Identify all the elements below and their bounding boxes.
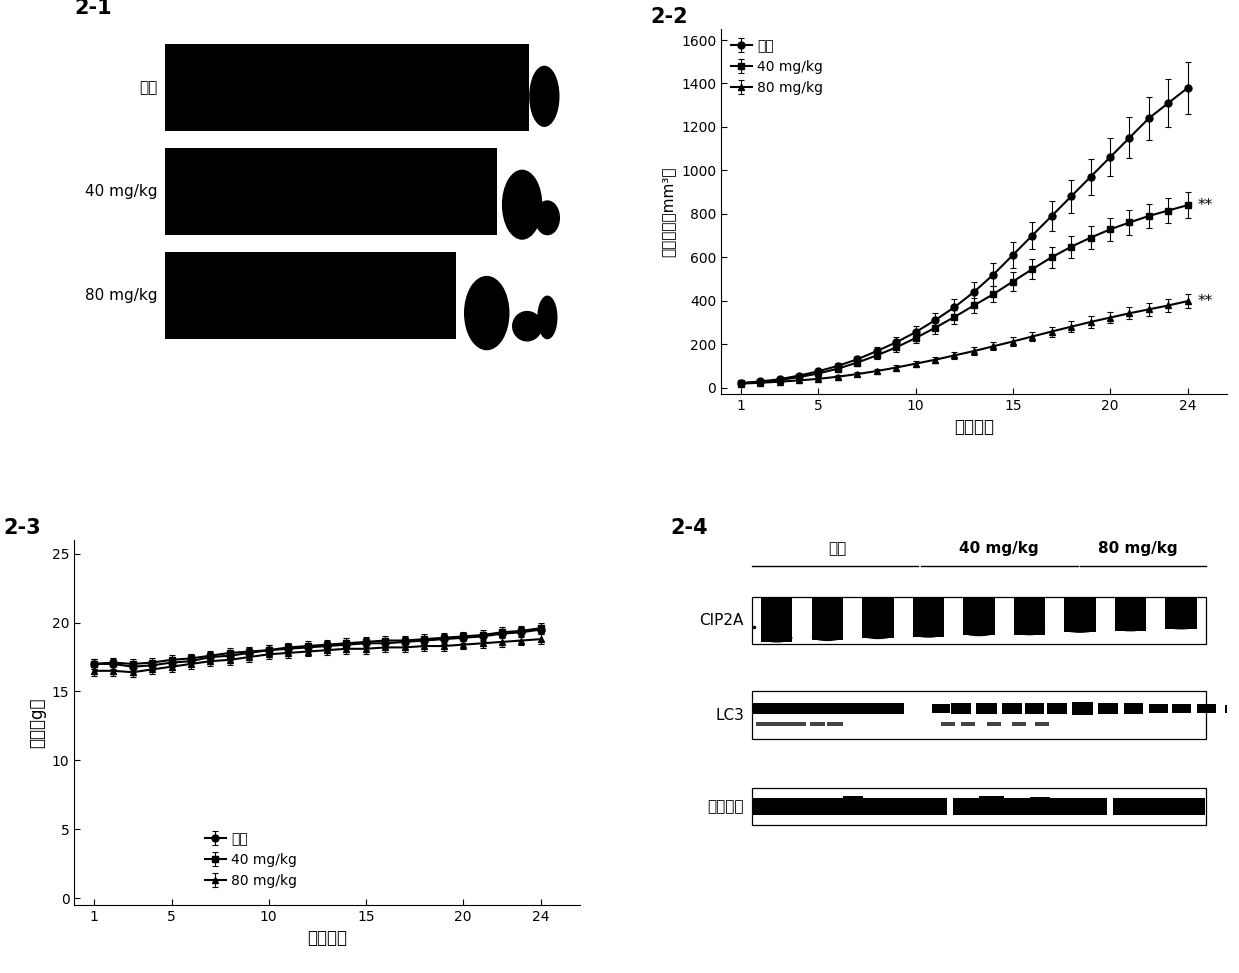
Bar <box>165 148 570 235</box>
Text: 对照: 对照 <box>140 80 157 95</box>
Text: **: ** <box>1197 294 1213 308</box>
Bar <box>1149 703 1168 713</box>
Ellipse shape <box>913 630 944 637</box>
X-axis label: 治疗天数: 治疗天数 <box>307 929 347 948</box>
Bar <box>942 722 955 726</box>
Ellipse shape <box>862 631 893 639</box>
Text: 40 mg/kg: 40 mg/kg <box>85 184 157 199</box>
Bar <box>529 44 570 131</box>
Bar <box>976 703 997 714</box>
Ellipse shape <box>1115 625 1146 631</box>
Bar <box>1106 798 1113 815</box>
Text: 80 mg/kg: 80 mg/kg <box>85 288 157 303</box>
Ellipse shape <box>535 200 560 235</box>
Bar <box>1030 797 1049 799</box>
Bar <box>1001 703 1022 714</box>
Bar <box>1025 703 1044 714</box>
X-axis label: 治疗天数: 治疗天数 <box>954 418 994 437</box>
Text: 对照: 对照 <box>829 541 846 557</box>
Ellipse shape <box>529 66 560 126</box>
Text: 2-3: 2-3 <box>4 518 41 538</box>
Ellipse shape <box>463 276 509 350</box>
Ellipse shape <box>1166 623 1197 630</box>
Bar <box>828 722 843 726</box>
Bar <box>1014 596 1046 634</box>
Bar <box>812 596 843 640</box>
Text: 2-1: 2-1 <box>74 0 112 18</box>
Ellipse shape <box>812 632 843 641</box>
Bar <box>1197 704 1215 713</box>
Bar <box>947 798 953 815</box>
Text: LC3: LC3 <box>715 707 743 723</box>
Legend: 对照, 40 mg/kg, 80 mg/kg: 对照, 40 mg/kg, 80 mg/kg <box>729 36 826 97</box>
Bar <box>752 692 1207 739</box>
Bar <box>165 252 570 340</box>
Bar <box>809 722 825 726</box>
Bar <box>1166 596 1197 629</box>
Bar <box>913 596 944 637</box>
Bar <box>979 796 1005 799</box>
Bar <box>1172 703 1191 713</box>
Bar <box>1047 703 1068 714</box>
Bar <box>1224 704 1234 712</box>
Bar <box>963 596 995 635</box>
Bar <box>752 788 1207 825</box>
Bar <box>752 798 1206 814</box>
Bar <box>961 722 975 726</box>
Bar <box>1115 596 1146 631</box>
Bar <box>862 596 893 638</box>
Text: **: ** <box>1197 198 1213 213</box>
Y-axis label: 体重（g）: 体重（g） <box>28 698 46 747</box>
Bar <box>756 722 807 727</box>
Ellipse shape <box>538 296 558 340</box>
Bar <box>986 722 1001 726</box>
Bar <box>1064 596 1095 632</box>
Ellipse shape <box>1014 628 1046 635</box>
Ellipse shape <box>963 629 995 636</box>
Bar <box>497 148 570 235</box>
Bar <box>1072 703 1093 715</box>
Bar <box>932 704 950 713</box>
Ellipse shape <box>512 311 543 342</box>
Bar <box>843 796 862 799</box>
Ellipse shape <box>502 169 543 239</box>
Bar <box>761 596 793 641</box>
Text: 2-4: 2-4 <box>670 518 709 538</box>
Text: CIP2A: CIP2A <box>700 613 743 628</box>
Ellipse shape <box>1064 626 1095 632</box>
Text: 2-2: 2-2 <box>650 7 688 27</box>
Bar <box>952 703 971 714</box>
Bar <box>1012 722 1026 726</box>
Bar <box>1035 722 1048 726</box>
Bar <box>165 44 570 131</box>
Bar <box>752 596 1207 644</box>
Bar <box>1124 703 1142 714</box>
Ellipse shape <box>761 633 793 642</box>
Text: 40 mg/kg: 40 mg/kg <box>959 541 1040 557</box>
Text: 肌动蛋白: 肌动蛋白 <box>707 799 743 813</box>
Bar <box>456 252 570 340</box>
Bar <box>1098 703 1118 714</box>
Text: 80 mg/kg: 80 mg/kg <box>1098 541 1178 557</box>
Bar <box>752 703 904 714</box>
Legend: 对照, 40 mg/kg, 80 mg/kg: 对照, 40 mg/kg, 80 mg/kg <box>202 829 300 890</box>
Y-axis label: 肿瘤体积（mm³）: 肿瘤体积（mm³） <box>660 166 675 257</box>
